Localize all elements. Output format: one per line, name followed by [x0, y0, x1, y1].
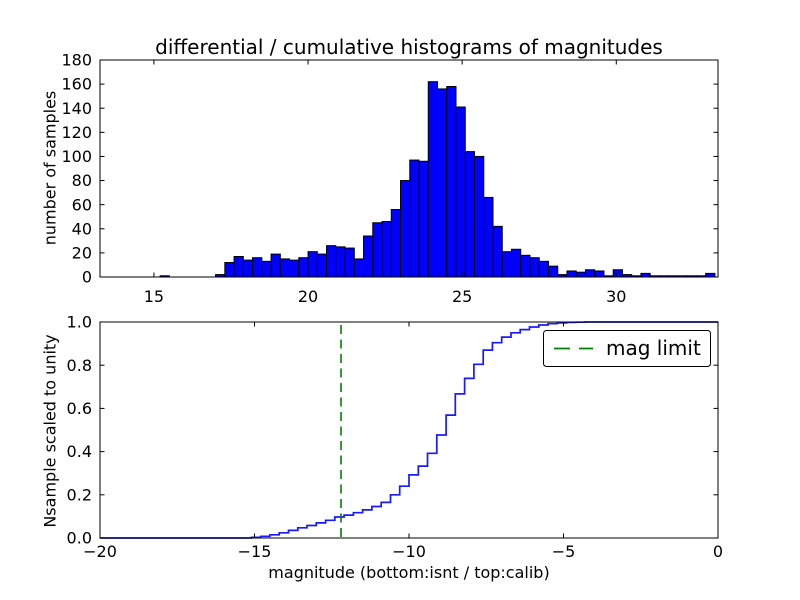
- figure-title: differential / cumulative histograms of …: [155, 35, 663, 59]
- histogram-bar: [353, 258, 365, 278]
- top-axes-border: [99, 59, 719, 278]
- histogram-bar: [307, 251, 318, 278]
- histogram-bar: [640, 272, 651, 278]
- y-tick-label: 160: [61, 75, 92, 94]
- bottom-x-axis-label: magnitude (bottom:isnt / top:calib): [268, 563, 550, 582]
- x-tick-label: −10: [392, 542, 426, 561]
- histogram-bar: [344, 247, 355, 278]
- cumulative-step-line: [100, 321, 718, 539]
- y-tick-label: 20: [72, 243, 92, 262]
- y-tick-label: 0.8: [67, 356, 92, 375]
- histogram-bar: [612, 269, 623, 278]
- y-tick-label: 1.0: [67, 313, 92, 332]
- histogram-bar: [547, 265, 559, 278]
- histogram-bar: [529, 257, 540, 278]
- histogram-bar: [363, 235, 374, 278]
- histogram-bar: [446, 86, 457, 278]
- histogram-bar: [270, 253, 281, 278]
- histogram-bar: [390, 208, 402, 278]
- y-tick-label: 40: [72, 219, 92, 238]
- histogram-bar: [233, 256, 244, 278]
- x-tick-label: 15: [144, 287, 164, 306]
- y-tick-label: 0: [82, 268, 92, 287]
- histogram-bar: [409, 159, 420, 278]
- y-tick-label: 180: [61, 51, 92, 70]
- histogram-bar: [510, 248, 522, 278]
- legend-box: [543, 330, 711, 367]
- y-tick-label: 0.6: [67, 399, 92, 418]
- histogram-bar: [224, 262, 235, 278]
- histogram-bar: [455, 106, 466, 278]
- histogram-bar: [437, 88, 448, 278]
- histogram-bar: [473, 155, 485, 278]
- x-tick-label: −15: [238, 542, 272, 561]
- histogram-bar: [298, 257, 309, 278]
- histogram-bar: [584, 269, 596, 278]
- histogram-bar: [483, 196, 494, 278]
- histogram-bar: [252, 257, 263, 278]
- histogram-bar: [289, 259, 300, 278]
- y-tick-label: 80: [72, 171, 92, 190]
- histogram-bar: [372, 222, 383, 278]
- histogram-bar: [501, 251, 512, 278]
- histogram-bar: [538, 260, 549, 278]
- histogram-bar: [316, 253, 328, 278]
- histogram-bar: [381, 221, 392, 278]
- histogram-bar: [566, 270, 577, 278]
- y-tick-label: 120: [61, 123, 92, 142]
- histogram-bar: [464, 151, 475, 278]
- x-tick-label: 20: [298, 287, 318, 306]
- x-tick-label: 25: [452, 287, 472, 306]
- histogram-bar: [427, 81, 439, 278]
- histogram-bar: [520, 254, 531, 278]
- y-tick-label: 100: [61, 147, 92, 166]
- x-tick-label: −20: [83, 542, 117, 561]
- y-tick-label: 0.4: [67, 442, 92, 461]
- histogram-bar: [594, 270, 605, 278]
- histogram-bar: [279, 258, 291, 278]
- histogram-bar: [575, 271, 586, 278]
- histogram-bar: [242, 259, 254, 278]
- histogram-bar: [261, 260, 272, 278]
- histogram-bar: [492, 225, 503, 278]
- legend-label: mag limit: [606, 336, 701, 360]
- histogram-bar: [326, 245, 337, 278]
- y-tick-label: 60: [72, 195, 92, 214]
- y-tick-label: 0.2: [67, 485, 92, 504]
- top-y-axis-label: number of samples: [40, 90, 60, 246]
- y-tick-label: 0.0: [67, 529, 92, 548]
- x-tick-label: 0: [713, 542, 723, 561]
- x-tick-label: 30: [606, 287, 626, 306]
- histogram-bar: [335, 246, 346, 278]
- histogram-bar: [705, 272, 716, 278]
- bottom-y-axis-label: Nsample scaled to unity: [40, 334, 60, 528]
- x-tick-label: −5: [552, 542, 576, 561]
- histogram-bar: [400, 180, 411, 278]
- histogram-bar: [418, 160, 429, 278]
- y-tick-label: 140: [61, 99, 92, 118]
